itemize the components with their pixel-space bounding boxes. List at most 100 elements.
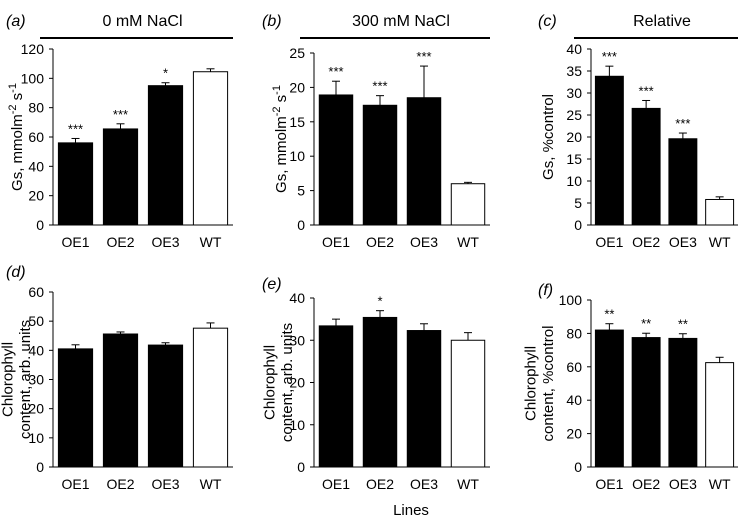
panel-b-y-tick-label-4: 20	[289, 79, 305, 95]
panel-e-x-tick-label-oe3: OE3	[410, 476, 438, 492]
panel-c-x-tick-label-oe1: OE1	[595, 234, 623, 250]
panel-d-bar-oe1	[57, 348, 94, 468]
panel-f-y-tick-label-1: 20	[566, 426, 582, 442]
panel-a-x-tick-label-oe2: OE2	[106, 234, 134, 250]
panel-b-label: (b)	[262, 13, 282, 30]
panel-e-significance-oe2: *	[377, 294, 382, 309]
panel-c-bar-wt	[705, 198, 735, 226]
panel-d-bar-wt	[192, 327, 229, 468]
panel-b-title: 300 mM NaCl	[352, 13, 450, 30]
panel-f-y-axis-label: Chlorophyllcontent, %control	[523, 326, 557, 442]
panel-a-y-tick-label-5: 100	[21, 70, 45, 86]
panel-b-y-tick-label-5: 25	[289, 45, 305, 61]
panel-b-bar-wt	[450, 183, 486, 226]
panel-f-x-tick-label-wt: WT	[709, 476, 731, 492]
panel-a-y-tick-label-2: 40	[28, 158, 44, 174]
panel-f-y-tick-label-4: 80	[566, 325, 582, 341]
panel-c-significance-oe2: ***	[639, 83, 654, 98]
panel-e-y-tick-label-0: 0	[297, 459, 305, 475]
panel-a-bar-wt	[192, 71, 229, 226]
panel-e-y-tick-label-1: 10	[289, 417, 305, 433]
panel-d-y-axis-label: Chlorophyllcontent, arb. units	[0, 320, 34, 439]
panel-f-label: (f)	[538, 282, 553, 299]
panel-a-y-tick-label-0: 0	[36, 217, 44, 233]
panel-b-bar-oe3	[406, 97, 442, 226]
panel-a-y-tick-label-4: 80	[28, 100, 44, 116]
panel-c-y-tick-label-6: 30	[566, 85, 582, 101]
panel-c-y-axis-label: Gs, %control	[540, 94, 557, 180]
panel-f-bar-oe1	[594, 329, 624, 468]
panel-f-significance-oe3: **	[678, 317, 688, 332]
panel-b-y-tick-label-2: 10	[289, 148, 305, 164]
panel-e-y-tick-label-2: 20	[289, 375, 305, 391]
panel-c-y-tick-label-1: 5	[574, 195, 582, 211]
panel-d-y-tick-label-5: 50	[28, 313, 44, 329]
common-x-axis-label: Lines	[393, 502, 429, 519]
panel-a-y-tick-label-3: 60	[28, 129, 44, 145]
panel-c-bar-oe2	[631, 107, 661, 226]
panel-a-title: 0 mM NaCl	[102, 13, 182, 30]
panel-f-bar-oe3	[668, 337, 698, 468]
panel-b-y-tick-label-0: 0	[297, 217, 305, 233]
panel-a-significance-oe1: ***	[68, 121, 83, 136]
panel-c-y-tick-label-2: 10	[566, 173, 582, 189]
panel-f-significance-oe2: **	[641, 316, 651, 331]
panel-a-x-tick-label-oe1: OE1	[61, 234, 89, 250]
panel-a-bar-oe1	[57, 142, 94, 226]
panel-c-y-tick-label-3: 15	[566, 151, 582, 167]
panel-b-y-axis-label: Gs, mmolm-2 s-1	[271, 85, 290, 193]
panel-b-y-tick-label-3: 15	[289, 114, 305, 130]
panel-f-x-tick-label-oe2: OE2	[632, 476, 660, 492]
panel-f-y-tick-label-5: 100	[559, 292, 583, 308]
panel-c-bar-oe3	[668, 138, 698, 226]
panel-e-y-tick-label-3: 30	[289, 332, 305, 348]
panel-f-x-tick-label-oe3: OE3	[669, 476, 697, 492]
panel-c-title: Relative	[633, 13, 691, 30]
panel-a-x-tick-label-oe3: OE3	[151, 234, 179, 250]
panel-f-y-tick-label-0: 0	[574, 459, 582, 475]
panel-a-y-tick-label-6: 120	[21, 41, 45, 57]
panel-d-x-tick-label-oe3: OE3	[151, 476, 179, 492]
panel-e-x-tick-label-oe1: OE1	[322, 476, 350, 492]
panel-b-x-tick-label-wt: WT	[457, 234, 479, 250]
panel-e-bar-oe1	[318, 325, 354, 468]
panel-d-bar-oe2	[102, 333, 139, 468]
panel-b-significance-oe2: ***	[372, 79, 387, 94]
panel-a-significance-oe3: *	[163, 66, 168, 81]
panel-d-y-tick-label-2: 20	[28, 401, 44, 417]
panel-b-x-tick-label-oe2: OE2	[366, 234, 394, 250]
panel-e-label: (e)	[262, 276, 282, 293]
panel-a-bar-oe2	[102, 128, 139, 226]
panel-c-significance-oe3: ***	[675, 116, 690, 131]
panel-d-y-tick-label-0: 0	[36, 459, 44, 475]
panel-c-bar-oe1	[594, 75, 624, 226]
panel-c-x-tick-label-wt: WT	[709, 234, 731, 250]
panel-d-x-tick-label-oe1: OE1	[61, 476, 89, 492]
panel-b-bar-oe1	[318, 94, 354, 226]
panel-e-x-tick-label-wt: WT	[457, 476, 479, 492]
panel-c-significance-oe1: ***	[602, 49, 617, 64]
panel-d-x-tick-label-oe2: OE2	[106, 476, 134, 492]
panel-f-y-tick-label-2: 40	[566, 392, 582, 408]
panel-a-bar-oe3	[147, 85, 184, 226]
panel-c-x-tick-label-oe3: OE3	[669, 234, 697, 250]
panel-d-x-tick-label-wt: WT	[200, 476, 222, 492]
panel-c-y-tick-label-5: 25	[566, 107, 582, 123]
panel-d-bar-oe3	[147, 344, 184, 468]
panel-e-x-tick-label-oe2: OE2	[366, 476, 394, 492]
panel-f-bar-oe2	[631, 337, 661, 468]
panel-a-label: (a)	[6, 13, 26, 30]
panel-e-y-axis-label: Chlorophyllcontent, arb. units	[262, 323, 296, 442]
panel-a-y-tick-label-1: 20	[28, 188, 44, 204]
panel-d-label: (d)	[6, 264, 26, 281]
panel-e-bar-wt	[450, 339, 486, 468]
panel-d-y-tick-label-6: 60	[28, 284, 44, 300]
panel-a-y-axis-label: Gs, mmolm-2 s-1	[7, 83, 26, 191]
panel-a-significance-oe2: ***	[113, 107, 128, 122]
panel-f-x-tick-label-oe1: OE1	[595, 476, 623, 492]
panel-c-y-tick-label-8: 40	[566, 41, 582, 57]
panel-b-x-tick-label-oe3: OE3	[410, 234, 438, 250]
panel-c-y-tick-label-0: 0	[574, 217, 582, 233]
